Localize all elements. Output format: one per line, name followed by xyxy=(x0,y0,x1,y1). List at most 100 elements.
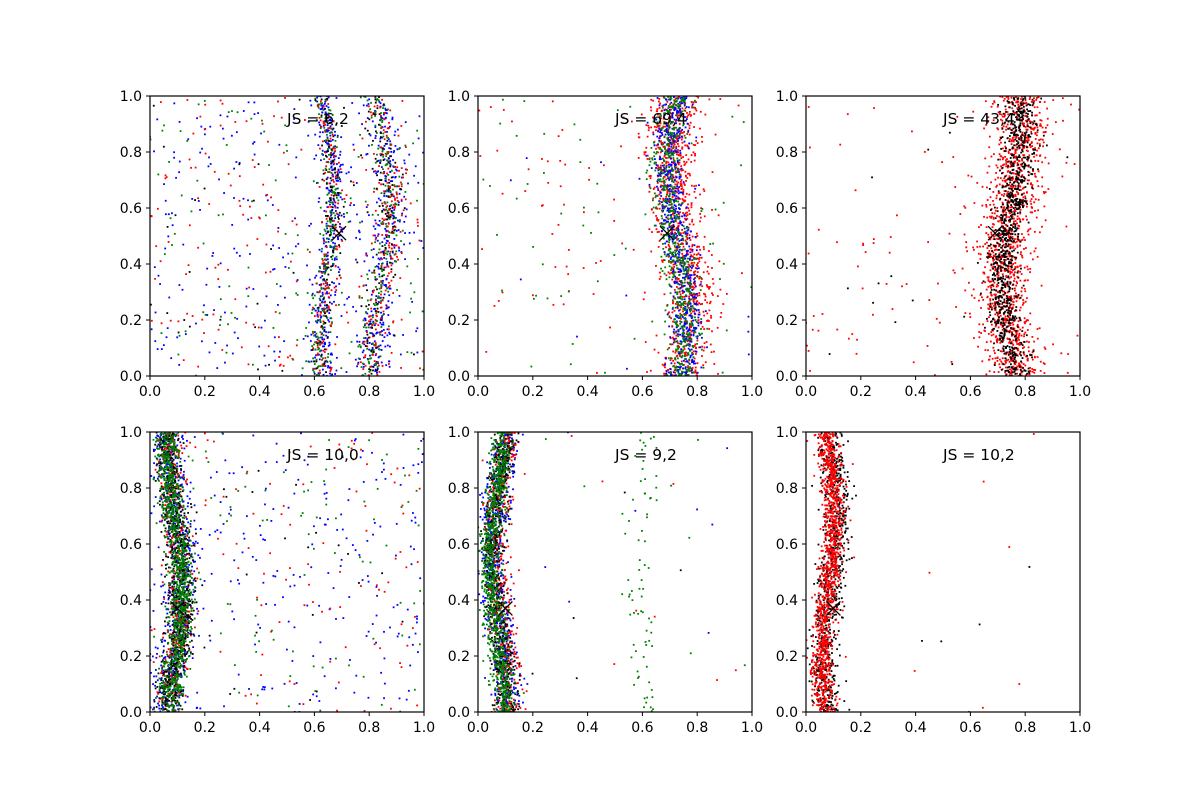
data-point xyxy=(305,360,308,363)
data-point xyxy=(364,319,367,322)
data-point xyxy=(374,342,377,344)
data-point xyxy=(677,330,680,333)
data-point xyxy=(219,99,222,102)
data-point xyxy=(332,163,335,166)
data-point xyxy=(389,345,391,348)
data-point xyxy=(384,125,386,128)
data-point xyxy=(698,256,701,259)
data-point xyxy=(338,234,341,237)
data-point xyxy=(688,193,691,196)
data-point xyxy=(694,106,697,109)
data-point xyxy=(678,280,681,283)
data-point xyxy=(673,102,676,105)
data-point xyxy=(673,374,676,376)
data-point xyxy=(330,165,333,168)
data-point xyxy=(673,99,676,102)
data-point xyxy=(332,145,335,148)
data-point xyxy=(677,369,679,372)
data-point xyxy=(378,100,381,103)
data-point xyxy=(694,276,696,279)
data-point xyxy=(660,164,662,167)
data-point xyxy=(387,188,390,190)
data-point xyxy=(697,303,699,306)
data-point xyxy=(681,215,683,218)
data-point xyxy=(377,263,380,265)
data-point xyxy=(669,203,672,206)
data-point xyxy=(722,262,725,265)
data-point xyxy=(399,181,402,184)
data-point xyxy=(413,231,415,234)
data-point xyxy=(680,221,682,224)
data-point xyxy=(379,302,382,304)
data-point xyxy=(676,286,678,288)
data-point xyxy=(684,338,686,340)
data-point xyxy=(370,249,373,251)
data-point xyxy=(1009,123,1012,126)
data-point xyxy=(227,172,230,175)
data-point xyxy=(281,369,284,372)
data-point xyxy=(704,310,707,312)
data-point xyxy=(692,151,695,154)
data-point xyxy=(323,365,326,367)
data-point xyxy=(339,180,342,183)
data-point xyxy=(361,342,364,345)
data-point xyxy=(1015,155,1018,158)
data-point xyxy=(718,260,721,263)
data-point xyxy=(382,103,385,106)
data-point xyxy=(201,318,204,321)
data-point xyxy=(685,288,687,291)
data-point xyxy=(328,343,331,346)
data-point xyxy=(669,98,672,101)
data-point xyxy=(956,115,959,118)
data-point xyxy=(690,298,693,301)
data-point xyxy=(323,338,326,341)
data-point xyxy=(677,304,680,306)
data-point xyxy=(233,167,235,170)
data-point xyxy=(681,370,683,373)
data-point xyxy=(535,294,537,297)
data-point xyxy=(676,361,679,364)
data-point xyxy=(323,363,326,366)
data-point xyxy=(666,188,669,191)
data-point xyxy=(326,254,329,257)
data-point xyxy=(679,308,682,311)
data-point xyxy=(680,280,683,282)
data-point xyxy=(368,348,370,351)
data-point xyxy=(599,260,602,262)
data-point xyxy=(379,124,382,127)
data-point xyxy=(661,205,664,208)
data-point xyxy=(683,134,686,137)
data-point xyxy=(1038,111,1041,114)
data-point xyxy=(668,178,671,181)
data-point xyxy=(332,160,334,163)
data-point xyxy=(673,132,676,135)
data-point xyxy=(1024,195,1027,198)
data-point xyxy=(692,265,694,268)
data-point xyxy=(658,239,661,242)
data-point xyxy=(687,172,689,175)
data-point xyxy=(684,230,687,233)
data-point xyxy=(662,186,665,188)
data-point xyxy=(221,102,224,105)
data-point xyxy=(633,337,636,340)
data-point xyxy=(976,246,979,248)
data-point xyxy=(657,203,660,206)
data-point xyxy=(226,115,229,118)
data-point xyxy=(279,350,281,353)
data-point xyxy=(327,129,330,132)
data-point xyxy=(238,175,241,178)
data-point xyxy=(373,324,376,327)
data-point xyxy=(661,210,664,213)
data-point xyxy=(687,158,690,161)
data-point xyxy=(669,372,672,374)
data-point xyxy=(221,349,224,351)
data-point xyxy=(681,96,684,99)
data-point xyxy=(666,183,669,186)
data-point xyxy=(672,251,675,254)
data-point xyxy=(388,287,391,290)
data-point xyxy=(351,102,354,104)
data-point xyxy=(697,319,700,322)
data-point xyxy=(479,155,482,157)
data-point xyxy=(387,190,390,193)
data-point xyxy=(660,110,663,113)
